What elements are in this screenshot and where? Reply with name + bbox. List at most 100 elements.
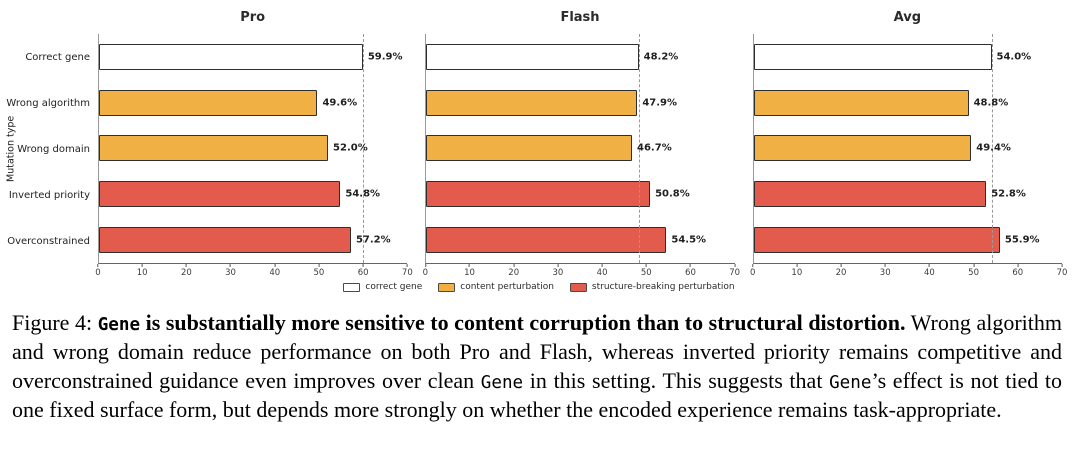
category-label-column: Correct gene Wrong algorithm Wrong domain I… (6, 0, 98, 282)
bar-row-overconstrained: 54.5% (426, 217, 734, 263)
bar-correct-gene (753, 43, 992, 70)
x-tick: 20 (508, 264, 519, 278)
x-tick: 10 (137, 264, 148, 278)
bar-value-label: 59.9% (367, 51, 403, 63)
x-tick: 60 (1012, 264, 1023, 278)
caption-segment: is substantially more sensitive to conte… (140, 310, 906, 335)
caption-segment: Wrong algorithm and wrong domain reduce … (12, 310, 1062, 394)
bar-value-label: 48.2% (643, 51, 679, 63)
bar-overconstrained (426, 227, 667, 254)
bar-row-overconstrained: 55.9% (753, 217, 1062, 263)
x-tick: 50 (968, 264, 979, 278)
caption-segment: ’s effect is not tied to one fixed surfa… (12, 368, 1062, 423)
plot-area-avg: 54.0% 48.8% 49.4% 52.8% 55.9% (752, 33, 1062, 265)
bar-row-wrong-algorithm: 49.6% (99, 80, 407, 126)
caption-segment: Gene (480, 373, 524, 394)
reference-line-pro (362, 33, 364, 264)
bar-value-label: 54.0% (996, 51, 1032, 63)
x-tick: 40 (269, 264, 280, 278)
x-tick: 50 (641, 264, 652, 278)
bar-inverted-priority (426, 181, 651, 208)
bar-value-label: 48.8% (973, 97, 1009, 109)
bar-value-label: 46.7% (637, 142, 672, 154)
legend-swatch-structure-breaking-perturbation (569, 282, 587, 292)
x-tick: 20 (181, 264, 192, 278)
bar-value-label: 52.0% (333, 142, 368, 154)
x-tick: 60 (358, 264, 369, 278)
x-tick: 70 (729, 264, 740, 278)
category-label-overconstrained: Overconstrained (7, 235, 90, 247)
bar-value-label: 50.8% (655, 188, 690, 200)
category-label-wrong-algorithm: Wrong algorithm (6, 97, 90, 109)
bar-value-label: 54.5% (671, 234, 707, 246)
legend-label: structure-breaking perturbation (591, 282, 735, 292)
x-tick: 0 (750, 264, 755, 278)
charts-row: Correct gene Wrong algorithm Wrong domain I… (6, 0, 1067, 282)
x-tick: 30 (225, 264, 236, 278)
category-label-correct-gene: Correct gene (25, 51, 90, 63)
x-tick: 20 (836, 264, 847, 278)
legend: correct gene content perturbation structur… (0, 282, 1078, 292)
bar-wrong-domain (426, 135, 633, 162)
bar-value-label: 54.8% (345, 188, 381, 200)
category-label-inverted-priority: Inverted priority (8, 189, 90, 201)
category-label-wrong-domain: Wrong domain (17, 143, 90, 155)
figure-caption: Figure 4: Gene is substantially more sen… (12, 308, 1062, 425)
bar-row-wrong-domain: 46.7% (426, 126, 734, 172)
reference-line-avg (991, 33, 993, 264)
bar-charts: Mutation type Correct gene Wrong algorith… (0, 0, 1078, 300)
bar-value-label: 49.6% (322, 97, 358, 109)
bar-wrong-domain (753, 135, 972, 162)
x-tick: 40 (597, 264, 608, 278)
bar-inverted-priority (99, 181, 341, 208)
x-tick: 10 (791, 264, 802, 278)
panel-title-pro: Pro (240, 10, 266, 25)
caption-segment: in this setting. This suggests that (523, 368, 830, 394)
bar-correct-gene (99, 43, 363, 70)
ycol-spacer (18, 0, 98, 34)
x-tick: 70 (1057, 264, 1068, 278)
bar-wrong-algorithm (753, 89, 969, 116)
bar-overconstrained (99, 227, 351, 254)
bar-row-wrong-algorithm: 47.9% (426, 80, 734, 126)
x-tick: 40 (924, 264, 935, 278)
bar-correct-gene (426, 43, 639, 70)
bar-value-label: 52.8% (991, 188, 1026, 200)
x-axis-pro: 0 10 20 30 40 50 60 70 (95, 264, 412, 282)
bar-row-overconstrained: 57.2% (99, 217, 407, 263)
chart-panel-pro: Pro 59.9% 49.6% 52.0% 54.8% 57.2% 0 10 20 30 40 50 6… (95, 0, 412, 282)
chart-panel-avg: Avg 54.0% 48.8% 49.4% 52.8% 55.9% 0 10 20 30 40 50 6… (750, 0, 1067, 282)
plot-area-pro: 59.9% 49.6% 52.0% 54.8% 57.2% (98, 33, 408, 265)
bar-value-label: 55.9% (1004, 234, 1040, 246)
plot-area-flash: 48.2% 47.9% 46.7% 50.8% 54.5% (425, 33, 735, 265)
bar-value-label: 57.2% (355, 234, 391, 246)
legend-swatch-content-perturbation (438, 282, 456, 292)
x-tick: 50 (314, 264, 325, 278)
caption-segment: Figure 4: (12, 310, 98, 335)
x-tick: 0 (423, 264, 428, 278)
bar-row-correct-gene: 48.2% (426, 34, 734, 80)
bar-wrong-domain (99, 135, 329, 162)
bar-row-wrong-domain: 49.4% (753, 126, 1062, 172)
bar-value-label: 47.9% (642, 97, 678, 109)
caption-segment: Gene (97, 315, 141, 335)
bar-wrong-algorithm (426, 89, 638, 116)
bar-row-wrong-domain: 52.0% (99, 126, 407, 172)
chart-panel-flash: Flash 48.2% 47.9% 46.7% 50.8% 54.5% 0 10 20 30 40 5… (423, 0, 740, 282)
bar-overconstrained (753, 227, 1000, 254)
bar-wrong-algorithm (99, 89, 318, 116)
x-tick: 70 (402, 264, 413, 278)
x-tick: 60 (685, 264, 696, 278)
legend-item-content-perturbation: content perturbation (438, 282, 554, 292)
x-tick: 10 (464, 264, 475, 278)
legend-item-correct-gene: correct gene (343, 282, 422, 292)
reference-line-flash (638, 33, 640, 264)
panel-title-flash: Flash (560, 10, 600, 25)
bar-value-label: 49.4% (976, 142, 1011, 154)
bar-inverted-priority (753, 181, 987, 208)
x-tick: 30 (552, 264, 563, 278)
x-tick: 30 (880, 264, 891, 278)
x-tick: 0 (95, 264, 100, 278)
bar-row-correct-gene: 59.9% (99, 34, 407, 80)
